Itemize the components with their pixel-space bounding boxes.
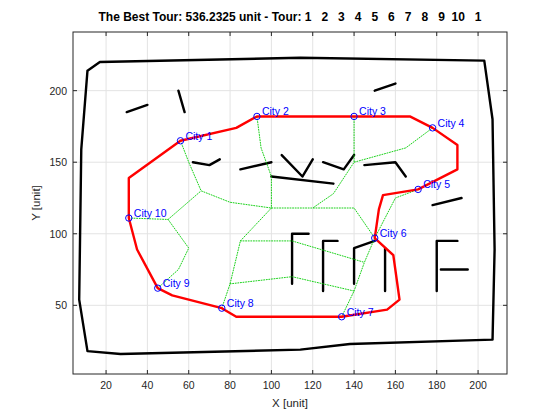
x-tick-label: 60	[183, 379, 195, 391]
grid-line	[147, 32, 148, 374]
x-tick	[106, 370, 107, 374]
grid-line	[478, 32, 479, 374]
grid-line	[188, 32, 189, 374]
city-marker	[372, 235, 378, 241]
city-marker	[155, 285, 161, 291]
city-label: City 9	[163, 277, 190, 289]
x-axis-label: X [unit]	[272, 397, 308, 409]
marks	[79, 58, 494, 354]
city-marker	[338, 314, 344, 320]
city-label: City 7	[347, 306, 374, 318]
city-marker	[254, 113, 260, 119]
x-tick-label: 40	[142, 379, 154, 391]
grid-line	[73, 305, 507, 306]
y-axis-label: Y [unit]	[30, 185, 42, 221]
city-label: City 6	[380, 227, 407, 239]
city-label: City 5	[423, 178, 450, 190]
chart-title: The Best Tour: 536.2325 unit - Tour: 1 2…	[98, 10, 481, 24]
y-tick	[73, 305, 77, 306]
y-tick	[73, 90, 77, 91]
y-tick	[503, 233, 507, 234]
city-marker	[351, 113, 357, 119]
y-tick-label: 200	[49, 85, 67, 97]
grid-line	[73, 90, 507, 91]
figure: City 1 City 2 City 3 City 4 City 5 City 6 City…	[0, 0, 560, 420]
city-label: City 10	[134, 207, 167, 219]
x-tick-label: 100	[263, 379, 281, 391]
background	[0, 0, 560, 420]
x-tick	[395, 32, 396, 36]
x-tick	[230, 32, 231, 36]
x-tick	[312, 370, 313, 374]
x-tick	[354, 32, 355, 36]
city-label: City 8	[227, 297, 254, 309]
city-marker	[415, 186, 421, 192]
city-marker	[429, 125, 435, 131]
grid-line	[230, 32, 231, 374]
y-tick-label: 100	[49, 228, 67, 240]
grid-line	[106, 32, 107, 374]
x-tick-label: 120	[304, 379, 322, 391]
y-tick	[503, 305, 507, 306]
x-tick	[478, 32, 479, 36]
grid-line	[312, 32, 313, 374]
x-tick	[436, 370, 437, 374]
y-tick	[73, 233, 77, 234]
grid-line	[354, 32, 355, 374]
y-tick	[503, 90, 507, 91]
x-tick	[271, 370, 272, 374]
x-tick	[478, 370, 479, 374]
line-solid	[129, 116, 458, 316]
x-tick-label: 140	[345, 379, 363, 391]
x-tick	[188, 32, 189, 36]
x-tick	[312, 32, 313, 36]
y-tick-label: 150	[49, 156, 67, 168]
x-tick	[147, 32, 148, 36]
y-tick-label: 50	[55, 299, 67, 311]
axes-frame	[73, 32, 507, 374]
x-tick-label: 160	[387, 379, 405, 391]
plot-area	[73, 32, 507, 374]
city-marker	[126, 215, 132, 221]
x-tick	[188, 370, 189, 374]
city-label: City 1	[185, 130, 212, 142]
city-label: City 4	[438, 117, 465, 129]
x-tick	[436, 32, 437, 36]
x-tick	[230, 370, 231, 374]
y-tick	[503, 162, 507, 163]
city-marker	[219, 305, 225, 311]
x-tick	[106, 32, 107, 36]
city-label: City 2	[262, 105, 289, 117]
city-label: City 3	[359, 105, 386, 117]
city-marker	[177, 138, 183, 144]
x-tick	[395, 370, 396, 374]
x-tick	[147, 370, 148, 374]
x-tick-label: 180	[428, 379, 446, 391]
x-tick-label: 80	[224, 379, 236, 391]
grid-line	[73, 233, 507, 234]
x-tick-label: 200	[469, 379, 487, 391]
x-tick-label: 20	[100, 379, 112, 391]
x-tick	[354, 370, 355, 374]
y-tick	[73, 162, 77, 163]
x-tick	[271, 32, 272, 36]
line-solid	[79, 58, 494, 354]
